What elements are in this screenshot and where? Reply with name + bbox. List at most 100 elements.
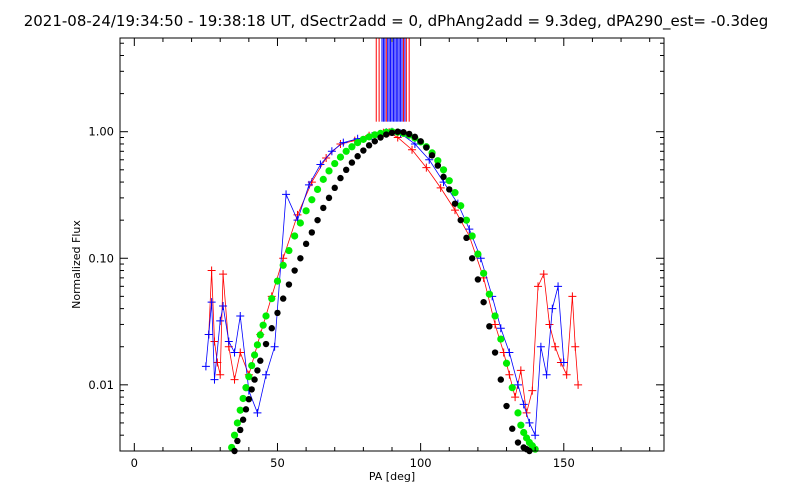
y-tick-label: 0.01: [88, 378, 114, 392]
data-point: [207, 298, 216, 307]
data-point: [440, 173, 447, 181]
data-point: [468, 255, 476, 262]
data-point: [514, 439, 522, 446]
data-point: [242, 406, 250, 413]
data-point: [230, 375, 239, 384]
data-point: [237, 426, 244, 434]
x-tick-label: 0: [131, 456, 138, 470]
data-point: [548, 304, 557, 313]
data-point: [302, 207, 310, 215]
data-point: [491, 320, 500, 329]
data-point: [474, 250, 482, 258]
y-axis-label: Normalized Flux: [70, 220, 83, 309]
data-point: [451, 200, 459, 207]
data-point: [457, 216, 464, 224]
data-point: [520, 428, 528, 437]
data-point: [377, 134, 384, 141]
data-point: [571, 342, 580, 351]
data-point: [405, 130, 413, 138]
data-point: [242, 384, 250, 392]
data-point: [383, 131, 390, 138]
data-point: [534, 282, 543, 291]
data-point: [336, 153, 345, 161]
data-point: [503, 402, 510, 410]
data-point: [371, 138, 379, 145]
data-point: [282, 190, 291, 199]
data-point: [400, 129, 407, 136]
y-tick-label: 1.00: [88, 125, 114, 139]
data-point: [210, 375, 219, 384]
data-point: [239, 416, 247, 423]
data-point: [502, 359, 511, 367]
data-point: [262, 312, 270, 320]
data-point: [446, 186, 453, 193]
axes: 0 50 100 150 0.01 0.10 1.00: [88, 38, 664, 470]
data-point: [216, 370, 225, 379]
data-point: [337, 174, 344, 182]
data-point: [285, 281, 293, 288]
series-line: [208, 131, 579, 414]
data-point: [342, 166, 350, 173]
data-point: [539, 270, 548, 279]
data-point: [511, 393, 520, 402]
data-point: [491, 349, 499, 356]
data-point: [216, 316, 225, 325]
data-point: [480, 269, 488, 277]
x-tick-label: 100: [410, 456, 432, 470]
data-point: [319, 175, 327, 183]
data-point: [568, 292, 577, 301]
data-point: [536, 342, 545, 351]
data-point: [268, 325, 275, 332]
data-point: [505, 370, 514, 379]
data-point: [497, 376, 504, 383]
data-point: [219, 301, 228, 310]
data-point: [496, 324, 505, 333]
data-point: [517, 421, 525, 429]
data-point: [450, 206, 459, 215]
data-point: [417, 138, 424, 145]
y-tick-label: 0.10: [88, 251, 114, 265]
data-point: [439, 166, 448, 174]
data-point: [251, 376, 258, 383]
data-point: [236, 311, 245, 320]
data-point: [542, 370, 551, 379]
data-point: [348, 159, 356, 166]
data-point: [551, 342, 560, 351]
data-point: [371, 131, 379, 139]
data-point: [280, 295, 287, 302]
data-point: [360, 147, 367, 154]
data-point: [365, 133, 373, 141]
data-point: [422, 163, 431, 172]
data-point: [485, 290, 493, 298]
data-point: [491, 312, 499, 320]
data-point: [497, 335, 505, 343]
data-point: [408, 145, 417, 154]
data-point: [245, 373, 253, 381]
data-point: [574, 380, 583, 389]
data-point: [270, 342, 279, 351]
data-point: [262, 340, 270, 348]
data-point: [423, 144, 430, 151]
data-point: [394, 128, 401, 135]
data-point: [516, 366, 525, 375]
data-point: [425, 155, 434, 164]
data-point: [233, 419, 241, 427]
data-point: [331, 184, 338, 192]
data-point: [327, 147, 336, 156]
data-point: [248, 361, 256, 370]
data-point: [545, 320, 554, 329]
data-point: [259, 321, 267, 329]
data-point: [236, 406, 244, 414]
data-point: [434, 157, 442, 165]
data-point: [559, 358, 568, 367]
data-point: [254, 367, 261, 374]
data-point: [219, 270, 228, 279]
data-point: [528, 386, 537, 395]
data-point: [250, 351, 259, 359]
data-point: [268, 295, 276, 303]
data-point: [253, 341, 262, 349]
data-point: [274, 309, 281, 317]
x-tick-label: 150: [553, 456, 575, 470]
data-point: [304, 180, 313, 189]
data-point: [207, 266, 216, 275]
